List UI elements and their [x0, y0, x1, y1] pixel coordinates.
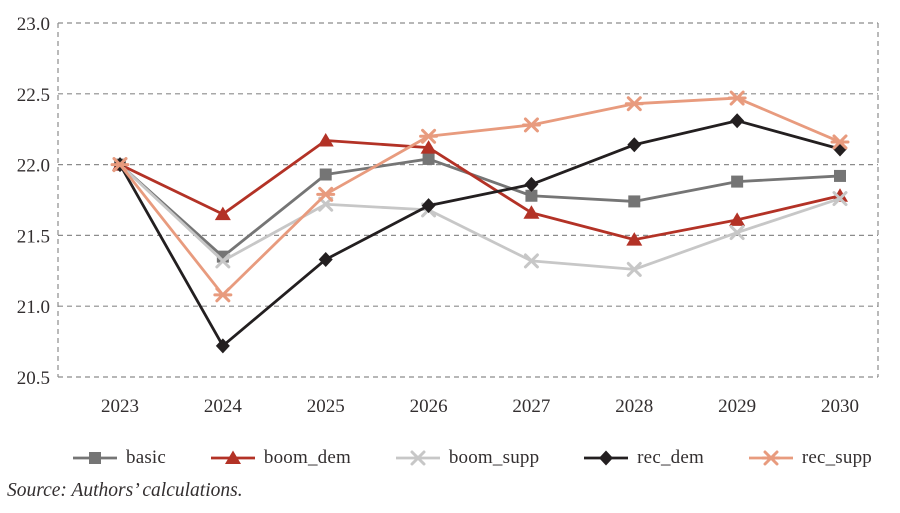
diamond-marker-icon: [584, 450, 629, 466]
svg-text:22.5: 22.5: [17, 85, 50, 106]
svg-text:21.5: 21.5: [17, 226, 50, 247]
svg-text:2025: 2025: [307, 396, 345, 417]
svg-text:2028: 2028: [615, 396, 653, 417]
svg-text:23.0: 23.0: [17, 14, 50, 35]
legend-label-basic: basic: [126, 447, 167, 468]
legend-item-rec-supp: rec_supp: [748, 447, 872, 469]
legend-item-rec-dem: rec_dem: [583, 447, 704, 469]
legend-label-rec-dem: rec_dem: [637, 447, 704, 468]
svg-text:2029: 2029: [718, 396, 756, 417]
svg-text:2027: 2027: [512, 396, 550, 417]
svg-text:2024: 2024: [204, 396, 243, 417]
legend-label-rec-supp: rec_supp: [801, 447, 872, 468]
asterisk-marker-icon: [748, 450, 793, 466]
chart-legend: basic boom_dem boom_supp rec_dem rec_sup…: [72, 443, 872, 473]
plot-area: 20.5 21.0 21.5 22.0 22.5 23.0 2023 2024 2025 2026…: [17, 14, 879, 417]
legend-item-basic: basic: [72, 447, 166, 469]
triangle-marker-icon: [210, 450, 255, 464]
legend-label-boom-supp: boom_supp: [448, 447, 540, 468]
svg-text:22.0: 22.0: [17, 156, 50, 177]
legend-item-boom-supp: boom_supp: [395, 447, 539, 469]
square-marker-icon: [73, 452, 117, 464]
source-note: Source: Authors’ calculations.: [7, 480, 243, 501]
x-marker-icon: [395, 450, 440, 466]
svg-text:2026: 2026: [410, 396, 448, 417]
svg-text:21.0: 21.0: [17, 297, 50, 318]
svg-text:2030: 2030: [821, 396, 859, 417]
svg-text:2023: 2023: [101, 396, 139, 417]
svg-text:20.5: 20.5: [17, 368, 50, 389]
legend-label-boom-dem: boom_dem: [263, 447, 351, 468]
legend-item-boom-dem: boom_dem: [210, 447, 351, 469]
